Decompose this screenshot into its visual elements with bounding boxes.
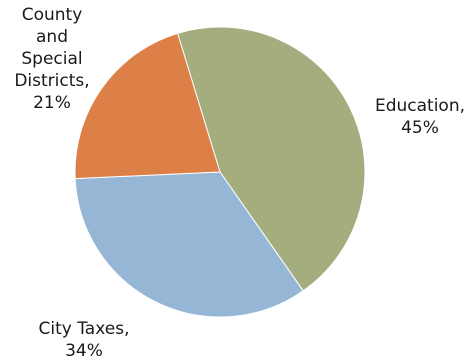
education-label-line-1: Education,: [374, 96, 466, 116]
education-slice: [176, 26, 366, 292]
county-label-line-2: and: [36, 27, 68, 47]
education-label-line-2: 45%: [401, 118, 439, 138]
county-special-districts-slice: [74, 32, 221, 180]
county-label-line-4: Districts,: [14, 71, 90, 91]
county-label-line-5: 21%: [33, 93, 71, 113]
county-slice-label: County and Special Districts, 21%: [10, 4, 94, 114]
county-label-line-1: County: [21, 5, 83, 25]
city-label-line-1: City Taxes,: [38, 319, 130, 339]
city-taxes-slice: [74, 171, 304, 318]
city-slice-label: City Taxes, 34%: [26, 318, 142, 362]
education-slice-label: Education, 45%: [368, 95, 472, 139]
city-label-line-2: 34%: [65, 341, 103, 361]
county-label-line-3: Special: [21, 49, 83, 69]
